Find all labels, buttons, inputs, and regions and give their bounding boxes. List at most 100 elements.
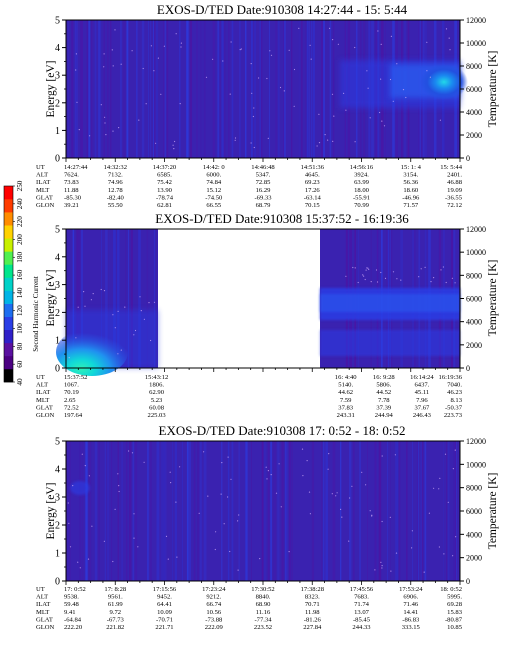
data-stripe (103, 20, 105, 158)
cell-mlt: 13.07 (354, 609, 370, 616)
data-dot (341, 516, 343, 518)
data-stripe (155, 20, 158, 158)
panel-1-ephemeris-table: UT 14:27:44 14:32:32 14:37:20 14:42: 0 14:46:… (36, 164, 463, 209)
data-dot (340, 508, 342, 510)
colorbar-swatch (4, 329, 13, 344)
ytick-label: 0 (55, 364, 60, 375)
data-dot (381, 455, 383, 457)
data-dot (120, 63, 122, 65)
data-stripe (421, 441, 424, 581)
data-dot (448, 37, 450, 39)
data-stripe (424, 441, 427, 581)
data-dot (118, 127, 120, 129)
data-dot (153, 70, 155, 72)
data-stripe (323, 20, 325, 158)
data-dot (174, 140, 176, 143)
cell-ilat: 62.90 (149, 389, 165, 396)
data-dot (383, 125, 386, 127)
row-label-glon: GLON (36, 412, 55, 419)
data-stripe (367, 441, 369, 581)
data-stripe (250, 20, 253, 158)
data-dot (442, 266, 444, 268)
data-stripe (196, 20, 198, 158)
row-label-alt: ALT (36, 382, 48, 389)
ytick-right-label: 6000 (466, 295, 482, 304)
data-dot (112, 65, 114, 67)
data-dot (259, 558, 261, 560)
data-stripe (106, 20, 109, 158)
data-stripe (197, 441, 200, 581)
data-dot (329, 27, 331, 29)
data-dot (438, 546, 440, 548)
data-dot (179, 103, 181, 105)
data-dot (361, 471, 363, 473)
data-dot (79, 567, 81, 569)
ytick-label: 5 (55, 225, 60, 236)
data-dot (308, 491, 311, 493)
cell-alt: 6000. (206, 172, 221, 179)
cell-alt: 9452. (157, 594, 172, 601)
data-dot (205, 76, 208, 78)
cell-alt: 6906. (403, 594, 418, 601)
colorbar-frame (3, 185, 14, 383)
panel-2: EXOS-D/TED Date:910308 15:37:52 - 16:19:… (36, 211, 499, 419)
data-dot (105, 134, 107, 136)
data-dot (270, 474, 272, 476)
cell-glon: 244.33 (352, 624, 371, 631)
cell-glon: 70.99 (354, 202, 370, 209)
data-dot (302, 475, 304, 477)
data-stripe (275, 20, 278, 158)
data-dot (354, 267, 356, 269)
data-dot (138, 119, 140, 121)
cell-ut: 16:14:24 (410, 374, 434, 381)
data-dot (288, 49, 290, 51)
cell-glat: -67.73 (107, 616, 125, 623)
row-label-ut: UT (36, 164, 45, 171)
cell-alt: 9538. (64, 594, 79, 601)
panel-2-title: EXOS-D/TED Date:910308 15:37:52 - 16:19:… (155, 211, 409, 226)
cell-glat: -86.83 (402, 616, 420, 623)
panel-2-band-right-low (320, 330, 460, 356)
data-dot (384, 277, 387, 279)
cell-ut: 16: 9:28 (373, 374, 395, 381)
data-dot (433, 487, 435, 489)
data-dot (104, 122, 106, 124)
data-stripe (86, 20, 88, 158)
data-dot (354, 46, 356, 49)
cell-ilat: 74.96 (108, 179, 124, 186)
data-stripe (153, 229, 155, 368)
data-stripe (94, 20, 97, 158)
data-stripe (120, 20, 122, 158)
cell-ilat: 71.74 (354, 601, 370, 608)
data-dot (75, 53, 77, 55)
row-label-mlt: MLT (36, 397, 49, 404)
data-stripe (387, 441, 389, 581)
data-stripe (172, 441, 173, 581)
data-dot (128, 450, 130, 452)
data-dot (175, 501, 177, 503)
cell-glon: 70.15 (305, 202, 321, 209)
data-dot (367, 87, 369, 89)
data-stripe (156, 441, 160, 581)
data-dot (455, 536, 457, 538)
data-stripe (117, 441, 119, 581)
data-dot (72, 485, 74, 487)
cell-ilat: 45.11 (415, 389, 430, 396)
data-dot (214, 548, 216, 551)
data-dot (332, 39, 334, 41)
data-dot (348, 540, 350, 542)
cell-glon: 66.55 (206, 202, 222, 209)
data-dot (336, 492, 338, 494)
data-stripe (332, 441, 336, 581)
data-dot (309, 44, 311, 47)
ytick-label: 5 (55, 437, 60, 448)
data-dot (332, 140, 334, 142)
row-label-glat: GLAT (36, 194, 53, 201)
data-dot (449, 49, 451, 51)
cell-glat: -80.87 (445, 616, 463, 623)
cell-ut: 15: 5:44 (440, 164, 462, 171)
data-stripe (396, 441, 398, 581)
data-dot (375, 269, 378, 271)
cell-glat: -64.84 (64, 616, 82, 623)
data-dot (170, 482, 172, 484)
